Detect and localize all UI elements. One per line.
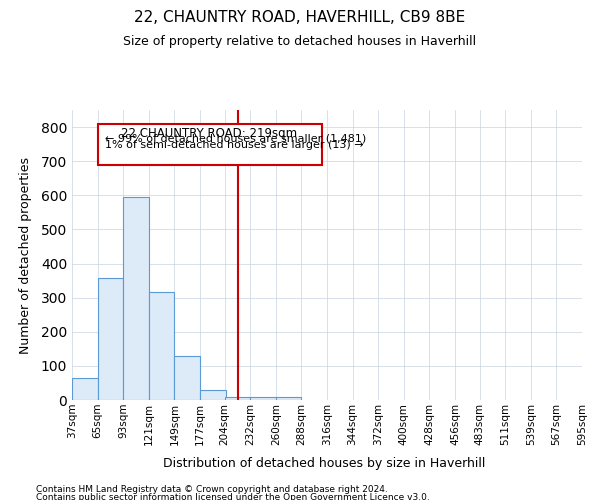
Bar xyxy=(72,378,98,400)
Bar xyxy=(250,396,276,400)
Bar xyxy=(98,124,322,164)
Bar xyxy=(224,396,250,400)
Text: Contains HM Land Registry data © Crown copyright and database right 2024.: Contains HM Land Registry data © Crown c… xyxy=(36,485,388,494)
Bar xyxy=(149,292,175,400)
Bar xyxy=(123,196,149,400)
Text: ← 99% of detached houses are smaller (1,481): ← 99% of detached houses are smaller (1,… xyxy=(105,134,366,144)
Text: Distribution of detached houses by size in Haverhill: Distribution of detached houses by size … xyxy=(163,458,485,470)
Bar xyxy=(276,396,301,400)
Text: 1% of semi-detached houses are larger (13) →: 1% of semi-detached houses are larger (1… xyxy=(105,140,364,150)
Y-axis label: Number of detached properties: Number of detached properties xyxy=(19,156,32,354)
Bar xyxy=(200,390,226,400)
Text: Contains public sector information licensed under the Open Government Licence v3: Contains public sector information licen… xyxy=(36,492,430,500)
Text: Size of property relative to detached houses in Haverhill: Size of property relative to detached ho… xyxy=(124,35,476,48)
Text: 22, CHAUNTRY ROAD, HAVERHILL, CB9 8BE: 22, CHAUNTRY ROAD, HAVERHILL, CB9 8BE xyxy=(134,10,466,25)
Bar xyxy=(98,278,123,400)
Bar xyxy=(175,356,200,400)
Text: 22 CHAUNTRY ROAD: 219sqm: 22 CHAUNTRY ROAD: 219sqm xyxy=(121,127,298,140)
